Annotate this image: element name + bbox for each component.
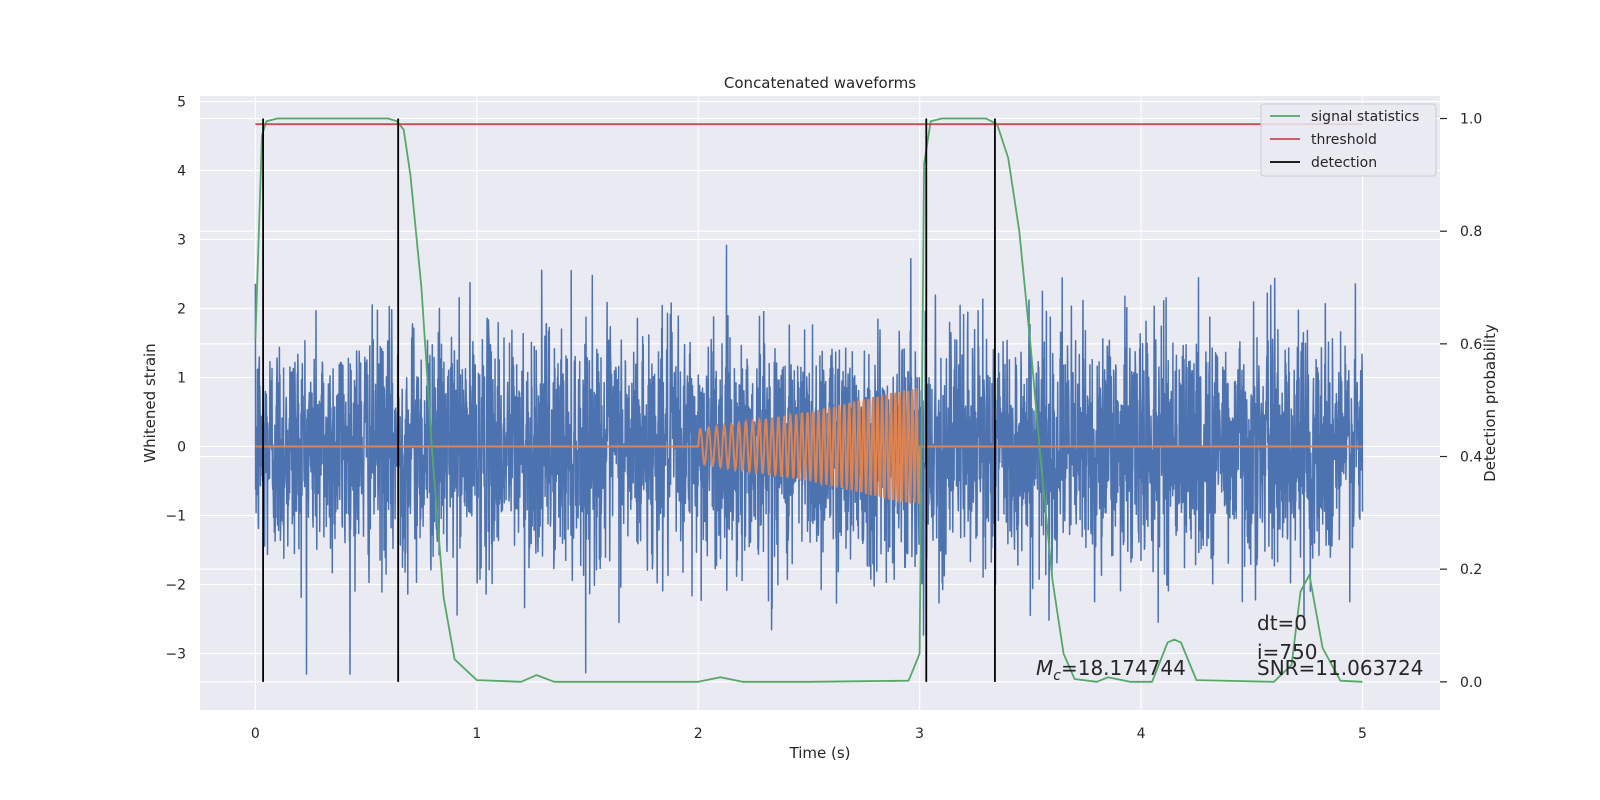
y-tick-label-4: 1 — [177, 370, 186, 386]
y-tick-label-0: −3 — [165, 646, 186, 662]
legend-label-signal-statistics: signal statistics — [1311, 109, 1419, 125]
y-tick-label-7: 4 — [177, 164, 186, 180]
y2-tick-label-5: 1.0 — [1460, 112, 1482, 128]
y-tick-label-3: 0 — [177, 439, 186, 455]
series-waveform — [255, 388, 1363, 504]
y2-tick-label-4: 0.8 — [1460, 224, 1482, 240]
series-layer — [254, 117, 1364, 683]
x-tick-label-0: 0 — [251, 726, 260, 742]
annotations: Mc=18.174744 dt=0 i=750 SNR=11.063724 — [1036, 611, 1423, 684]
x-axis-label: Time (s) — [789, 744, 851, 762]
y2-tick-label-0: 0.0 — [1460, 675, 1482, 691]
chart-title: Concatenated waveforms — [724, 74, 916, 92]
legend-label-detection: detection — [1311, 155, 1377, 171]
annotation-mc-symbol: M — [1036, 656, 1053, 680]
annotation-chirp-mass: Mc=18.174744 — [1036, 656, 1186, 684]
annotation-mc-subscript: c — [1053, 668, 1061, 684]
legend-box — [1260, 103, 1437, 177]
y2-tick-label-2: 0.4 — [1460, 450, 1482, 466]
legend: signal statistics threshold detection — [1260, 103, 1437, 177]
legend-label-threshold: threshold — [1311, 132, 1377, 148]
x-tick-label-2: 2 — [694, 726, 703, 742]
y-tick-label-8: 5 — [177, 95, 186, 111]
annotation-mc-value: =18.174744 — [1061, 656, 1186, 680]
x-tick-label-4: 4 — [1137, 726, 1146, 742]
y-tick-label-5: 2 — [177, 301, 186, 317]
y-axis-label: Whitened strain — [141, 343, 159, 462]
grid — [200, 96, 1440, 710]
x-tick-label-5: 5 — [1358, 726, 1367, 742]
y-axis-label-right: Detection probability — [1481, 324, 1499, 482]
y2-tick-label-1: 0.2 — [1460, 562, 1482, 578]
axes: 0 1 2 3 4 5 −3 −2 −1 0 1 2 3 4 5 0.0 0.2 0.4 0.6 0.8 1.0 — [165, 95, 1482, 742]
y-tick-label-2: −1 — [165, 508, 186, 524]
x-tick-label-1: 1 — [472, 726, 481, 742]
y2-tick-label-3: 0.6 — [1460, 337, 1482, 353]
y-tick-label-6: 3 — [177, 232, 186, 248]
x-tick-label-3: 3 — [915, 726, 924, 742]
y-tick-label-1: −2 — [165, 577, 186, 593]
series-signal-statistics — [254, 117, 1363, 683]
annotation-dt: dt=0 — [1257, 611, 1307, 635]
annotation-i: i=750 — [1257, 640, 1318, 664]
annotation-snr: SNR=11.063724 — [1257, 656, 1423, 680]
